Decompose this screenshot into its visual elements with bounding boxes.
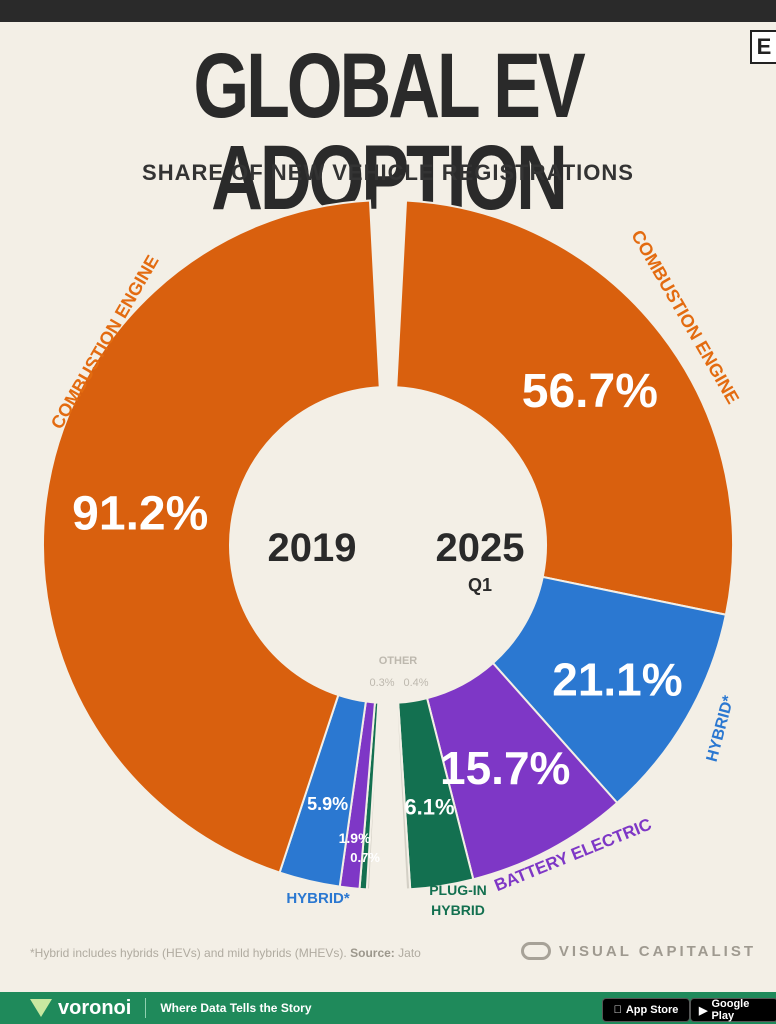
slice-2019-combustion-engine bbox=[42, 199, 381, 874]
value-label-2025-other: 0.4% bbox=[403, 677, 428, 689]
other-label: OTHER bbox=[379, 655, 418, 667]
slice-2025-combustion-engine bbox=[395, 199, 734, 616]
value-label-2025-bev: 15.7% bbox=[440, 742, 570, 794]
value-label-2019-hybrid: 5.9% bbox=[307, 794, 348, 814]
top-bar bbox=[0, 0, 776, 22]
category-label-2025-hybrid: HYBRID* bbox=[704, 693, 738, 763]
value-label-2025-combustion: 56.7% bbox=[522, 365, 658, 418]
slice-2025-hybrid- bbox=[491, 575, 728, 805]
google-play-button[interactable]: ▶ Google Play bbox=[690, 998, 776, 1022]
apple-icon:  bbox=[614, 1004, 622, 1016]
chart-subtitle: SHARE OF NEW VEHICLE REGISTRATIONS bbox=[142, 160, 634, 185]
corner-logo: E bbox=[750, 30, 776, 64]
center-sublabel-q1: Q1 bbox=[468, 575, 492, 595]
voronoi-icon bbox=[30, 999, 52, 1017]
visual-capitalist-brand: VISUAL CAPITALIST bbox=[520, 942, 756, 960]
chart-title: GLOBAL EV ADOPTION bbox=[193, 35, 585, 229]
category-label-2019-hybrid: HYBRID* bbox=[286, 890, 350, 907]
category-label-2025-phev-line2: HYBRID bbox=[431, 902, 485, 918]
vc-logo-icon bbox=[520, 942, 551, 960]
app-store-button[interactable]: App Store bbox=[602, 998, 690, 1022]
value-label-2019-bev: 1.9% bbox=[339, 830, 371, 846]
value-label-2019-combustion: 91.2% bbox=[72, 488, 208, 541]
value-label-2019-other: 0.3% bbox=[369, 677, 394, 689]
center-label-2019: 2019 bbox=[268, 526, 357, 570]
footer-bar: voronoi Where Data Tells the Story bbox=[0, 992, 776, 1024]
footer-divider bbox=[145, 998, 147, 1018]
value-label-2025-phev: 6.1% bbox=[404, 795, 454, 820]
center-label-2025: 2025 bbox=[436, 526, 525, 570]
value-label-2025-hybrid: 21.1% bbox=[552, 654, 682, 706]
footnote: *Hybrid includes hybrids (HEVs) and mild… bbox=[30, 946, 421, 960]
value-label-2019-phev: 0.7% bbox=[350, 850, 380, 865]
voronoi-logo[interactable]: voronoi bbox=[30, 997, 131, 1020]
footer-tagline: Where Data Tells the Story bbox=[160, 1001, 312, 1015]
slice-2025-other bbox=[395, 701, 412, 891]
play-icon: ▶ bbox=[699, 1004, 708, 1017]
category-label-2025-phev-line1: PLUG-IN bbox=[429, 882, 487, 898]
